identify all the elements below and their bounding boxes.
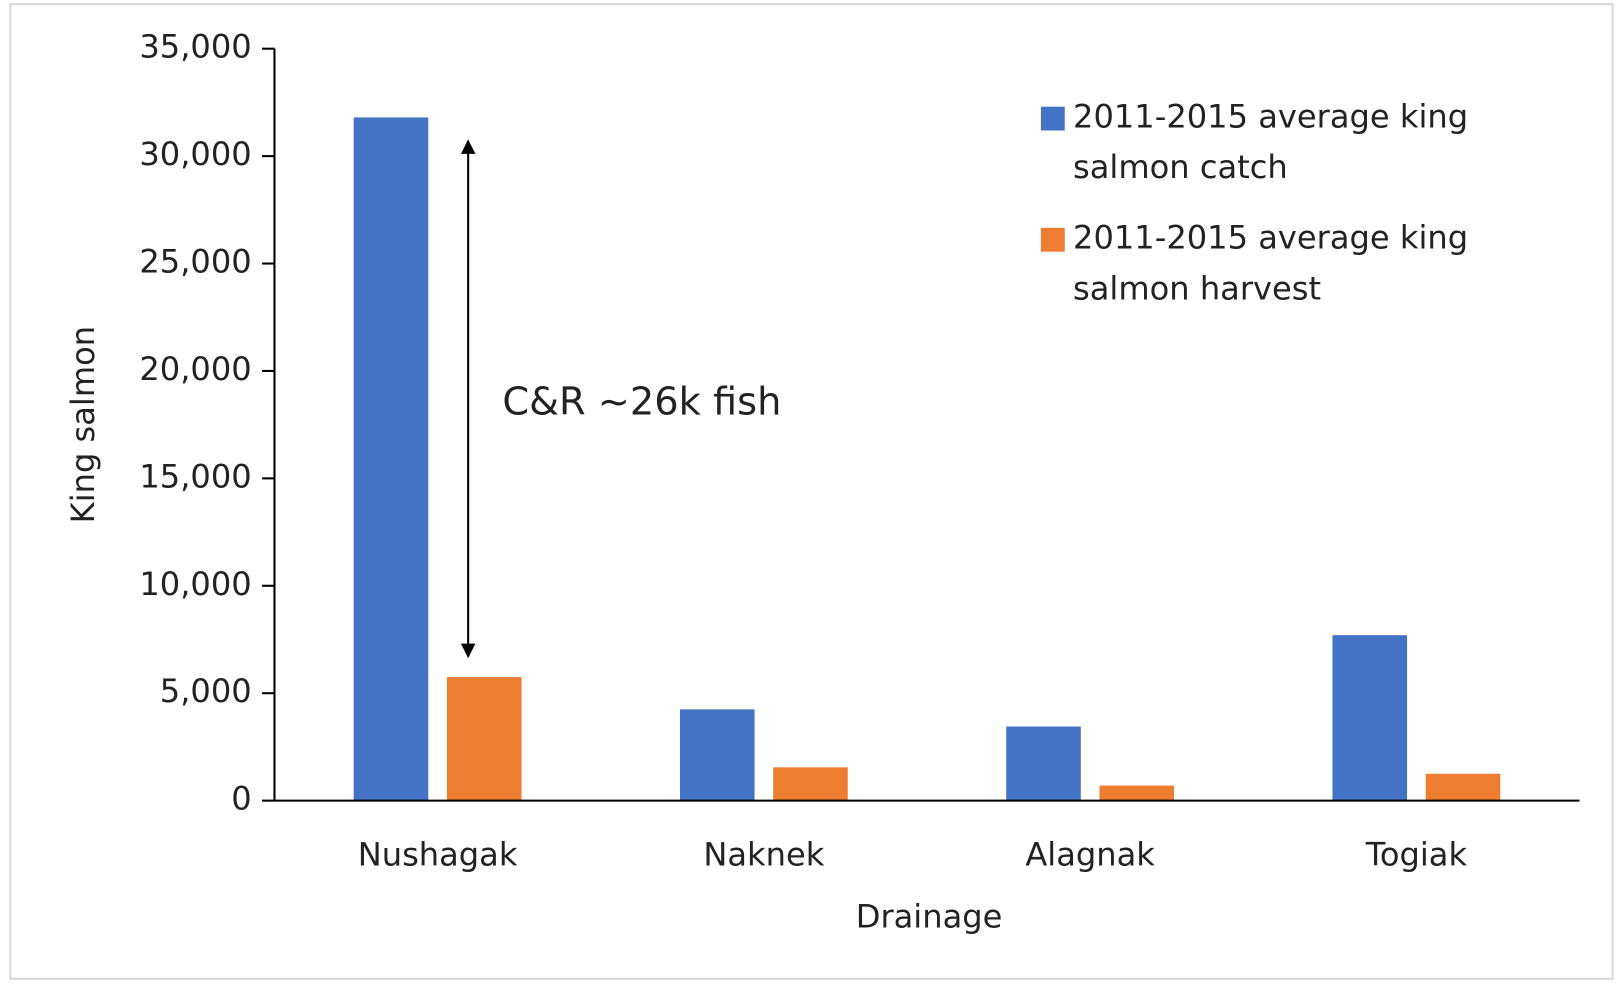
y-tick-label: 10,000 <box>139 565 251 603</box>
y-tick-label: 5,000 <box>160 672 252 710</box>
bar <box>446 677 522 801</box>
legend-label: 2011-2015 average king salmon catch <box>1073 98 1469 187</box>
legend-entry: 2011-2015 average king salmon harvest <box>1073 219 1469 308</box>
legend-swatch <box>1040 106 1065 131</box>
legend-label: 2011-2015 average king salmon harvest <box>1073 219 1469 308</box>
bar <box>1006 726 1081 801</box>
legend-swatch <box>1040 227 1065 252</box>
x-tick-label: Alagnak <box>1025 836 1155 874</box>
x-tick-label: Nushagak <box>358 836 518 874</box>
y-tick-label: 15,000 <box>139 457 251 495</box>
x-tick-label: Togiak <box>1365 836 1468 874</box>
x-axis-title: Drainage <box>856 898 1003 936</box>
bar <box>773 767 848 801</box>
y-tick-label: 30,000 <box>139 135 251 173</box>
bar <box>679 709 755 801</box>
bar <box>353 117 429 801</box>
chart-border <box>9 3 1614 980</box>
y-tick-label: 35,000 <box>139 28 251 66</box>
y-tick-label: 0 <box>231 780 251 818</box>
annotation: C&R ~26k fish <box>502 379 781 424</box>
y-tick-label: 25,000 <box>139 243 251 281</box>
bar <box>1425 773 1501 801</box>
legend-entry: 2011-2015 average king salmon catch <box>1073 98 1469 187</box>
x-tick-label: Naknek <box>703 836 824 874</box>
bar <box>1099 785 1175 801</box>
y-tick-label: 20,000 <box>139 350 251 388</box>
bar <box>1332 635 1408 801</box>
y-axis-title: King salmon <box>64 326 102 523</box>
